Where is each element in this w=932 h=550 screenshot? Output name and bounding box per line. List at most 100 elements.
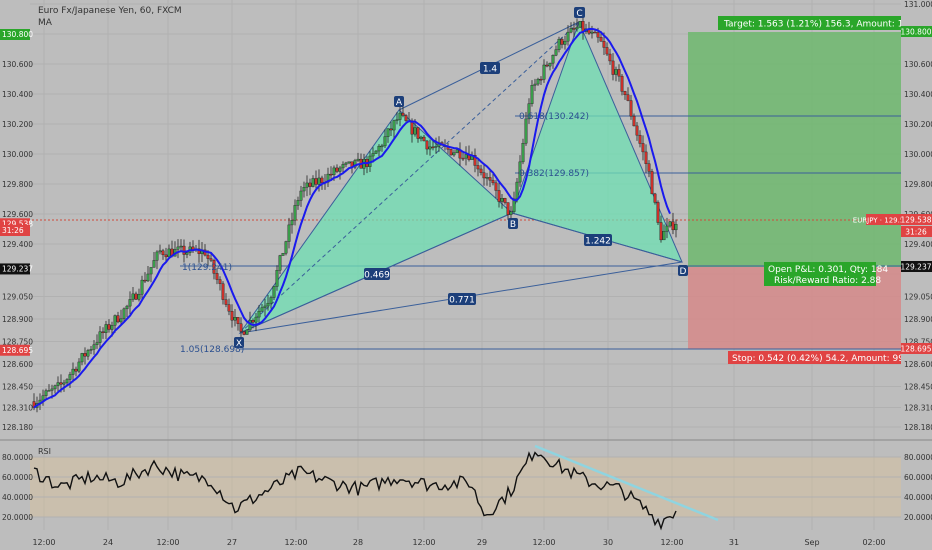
candle-body xyxy=(497,190,501,202)
right-axis-tick: 130.400 xyxy=(904,90,932,99)
ratio-label-1: 1.4 xyxy=(483,65,498,75)
candle-body xyxy=(419,136,423,139)
candle-body xyxy=(530,85,534,104)
rsi-axis[interactable]: 80.0000 60.0000 40.0000 20.0000 80.0000 60.00… xyxy=(2,453,932,522)
candle-body xyxy=(332,167,336,175)
candle-body xyxy=(314,178,318,185)
candle-body xyxy=(125,305,129,310)
rsi-trendline[interactable] xyxy=(534,444,719,522)
countdown-value: 31:26 xyxy=(905,228,927,237)
target-zone[interactable] xyxy=(688,32,901,267)
candle-body xyxy=(95,342,99,345)
candle-body xyxy=(449,149,453,156)
ratio-badge-1 xyxy=(480,62,500,74)
candle-body xyxy=(155,251,159,261)
time-axis-label: 12:00 xyxy=(412,538,435,547)
candle-body xyxy=(416,127,420,139)
candle-body xyxy=(347,161,351,164)
candle-body xyxy=(56,382,60,386)
candle-body xyxy=(110,325,114,330)
candle-body xyxy=(563,40,567,45)
rsi-axis-tick-right: 40.0000 xyxy=(904,493,932,502)
candle-body xyxy=(353,160,357,168)
candle-body xyxy=(371,153,375,157)
candle-body xyxy=(392,120,396,131)
rsi-title: RSI xyxy=(38,447,51,456)
candle-body xyxy=(47,390,51,392)
candle-body xyxy=(158,250,162,253)
candle-body xyxy=(395,119,399,121)
candle-body xyxy=(65,379,69,384)
time-axis-label: 12:00 xyxy=(32,538,55,547)
rsi-axis-tick-left: 40.0000 xyxy=(2,493,33,502)
left-axis-tick: 129.800 xyxy=(2,180,33,189)
time-axis-label: 30 xyxy=(603,538,613,547)
time-axis[interactable]: 12:00 24 12:00 27 12:00 28 12:00 29 12:00 30 12:00… xyxy=(32,538,885,547)
candle-body xyxy=(380,145,384,148)
right-axis-tick: 128.450 xyxy=(904,383,932,392)
candle-body xyxy=(146,273,150,282)
point-label-b: B xyxy=(510,220,516,230)
left-axis-tick: 129.237 xyxy=(2,264,33,273)
candle-body xyxy=(77,361,81,372)
right-axis-tick: 129.050 xyxy=(904,293,932,302)
candle-body xyxy=(215,273,219,280)
left-axis-tick: 128.695 xyxy=(2,346,33,355)
candle-body xyxy=(452,152,456,156)
left-axis-tag xyxy=(0,225,30,236)
candle-body xyxy=(122,308,126,319)
rsi-axis-tick-right: 80.0000 xyxy=(904,453,932,462)
candle-body xyxy=(536,78,540,85)
candle-body xyxy=(335,167,339,172)
target-label: Target: 1.563 (1.21%) 156.3, Amount: 102… xyxy=(723,20,926,30)
left-axis-tick: 128.600 xyxy=(2,360,33,369)
candle-body xyxy=(650,171,654,195)
stop-label-box xyxy=(728,351,901,364)
candle-body xyxy=(626,94,630,101)
candle-body xyxy=(272,286,276,298)
pnl-label-box xyxy=(764,262,876,286)
candle-body xyxy=(629,100,633,117)
left-axis-tick: 130.200 xyxy=(2,120,33,129)
candle-body xyxy=(254,316,258,323)
candle-body xyxy=(179,245,183,248)
candle-body xyxy=(611,60,615,75)
left-axis-tick: 31:26 xyxy=(2,226,24,235)
right-axis-tick: 129.800 xyxy=(904,180,932,189)
candle-body xyxy=(185,252,189,255)
rsi-axis-tick-right: 60.0000 xyxy=(904,473,932,482)
candle-body xyxy=(341,164,345,169)
candle-body xyxy=(167,248,171,258)
candle-body xyxy=(377,145,381,152)
candle-body xyxy=(533,83,537,86)
candle-body xyxy=(209,258,213,261)
stop-price-value: 128.695 xyxy=(900,345,931,354)
open-pnl-label: Open P&L: 0.301, Qty: 184 xyxy=(768,265,888,275)
candle-body xyxy=(509,211,513,215)
candle-body xyxy=(101,331,105,333)
left-price-axis[interactable]: 130.800 130.600 130.400 130.200 130.000 129.8… xyxy=(0,29,33,432)
left-axis-tick: 130.400 xyxy=(2,90,33,99)
left-axis-tag xyxy=(0,29,30,40)
time-axis-label: 02:00 xyxy=(862,538,885,547)
candle-body xyxy=(476,165,480,170)
right-axis-tick: 128.750 xyxy=(904,338,932,347)
candle-body xyxy=(398,112,402,120)
candle-body xyxy=(644,151,648,164)
candle-body xyxy=(581,21,585,32)
position-labels[interactable]: Target: 1.563 (1.21%) 156.3, Amount: 102… xyxy=(718,16,926,364)
candle-body xyxy=(506,202,510,215)
candle-body xyxy=(374,150,378,154)
fib-labels: 0.618(130.242) 0.382(129.857) 1.05(128.6… xyxy=(180,112,589,355)
candle-body xyxy=(665,225,669,232)
candle-body xyxy=(356,158,360,161)
point-label-d: D xyxy=(680,267,687,277)
rsi-axis-tick-left: 60.0000 xyxy=(2,473,33,482)
candle-body xyxy=(305,182,309,188)
candle-body xyxy=(149,267,153,275)
candle-body xyxy=(413,127,417,135)
candle-body xyxy=(161,250,165,256)
candle-body xyxy=(290,220,294,226)
candle-body xyxy=(551,55,555,64)
